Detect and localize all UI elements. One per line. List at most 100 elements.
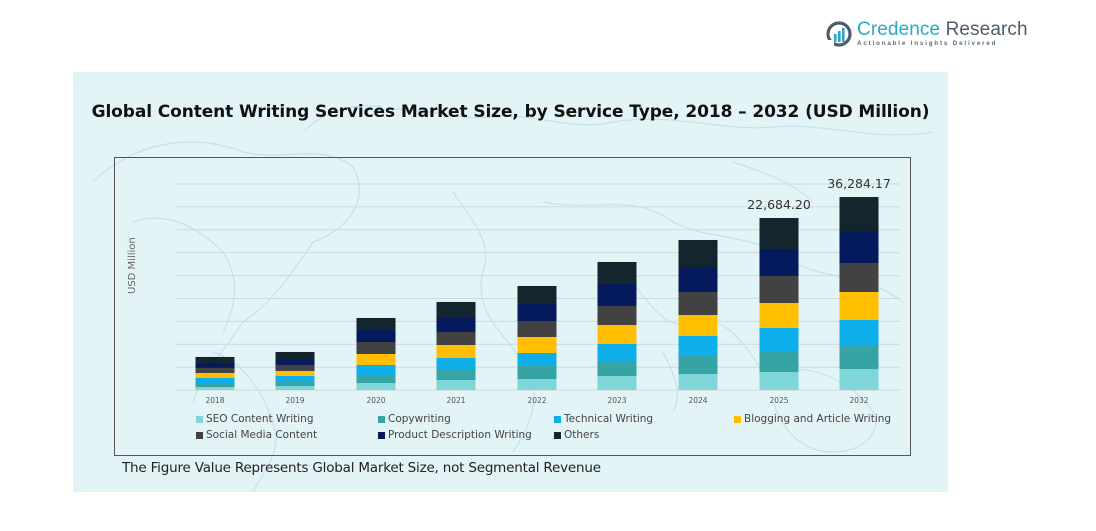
x-tick-label: 2024: [688, 396, 707, 405]
world-map-background: [92, 105, 934, 492]
legend-item: Others: [554, 429, 599, 441]
legend-item: Product Description Writing: [378, 429, 532, 441]
bar-segment-technical-writing-2022: [517, 352, 557, 366]
bar-segment-social-media-content-2021: [436, 331, 476, 345]
bar-segment-blogging-and-article-writing-2023: [597, 324, 637, 344]
bar-segment-product-description-writing-2024: [678, 266, 718, 292]
bar-segment-technical-writing-2018: [195, 377, 235, 383]
bar-segment-blogging-and-article-writing-2020: [356, 353, 396, 366]
bar-segment-blogging-and-article-writing-2032: [839, 291, 879, 320]
bar-segment-product-description-writing-2021: [436, 316, 476, 332]
bar-segment-blogging-and-article-writing-2021: [436, 344, 476, 358]
bar-segment-technical-writing-2020: [356, 365, 396, 376]
bar-segment-technical-writing-2021: [436, 357, 476, 370]
bar-segment-product-description-writing-2025: [759, 248, 799, 276]
bar-segment-seo-content-writing-2023: [597, 375, 637, 390]
legend-item: Technical Writing: [554, 413, 653, 425]
bar-segment-others-2025: [759, 217, 799, 249]
chart-panel: [73, 72, 948, 492]
legend-label: Technical Writing: [564, 413, 654, 425]
credence-research-logo: Credence Research Actionable Insights De…: [826, 18, 1028, 50]
bar-segment-others-2024: [678, 239, 718, 267]
bar-segment-social-media-content-2018: [195, 367, 235, 373]
bar-segment-product-description-writing-2032: [839, 230, 879, 263]
bar-segment-product-description-writing-2022: [517, 303, 557, 321]
bar-segment-seo-content-writing-2025: [759, 371, 799, 390]
bar-segment-others-2020: [356, 317, 396, 330]
legend-label: Blogging and Article Writing: [744, 413, 892, 425]
bar-segment-social-media-content-2023: [597, 305, 637, 325]
bar-chart-logo-icon: [826, 21, 852, 47]
bar-segment-seo-content-writing-2024: [678, 374, 718, 390]
bar-segment-others-2019: [275, 351, 315, 359]
legend-item: Copywriting: [378, 413, 451, 425]
bar-segment-copywriting-2024: [678, 356, 718, 375]
legend-label: Product Description Writing: [388, 429, 532, 441]
bar-segment-seo-content-writing-2022: [517, 378, 557, 390]
bar-segment-blogging-and-article-writing-2018: [195, 372, 235, 378]
legend-label: Others: [564, 429, 600, 441]
bar-segment-social-media-content-2025: [759, 275, 799, 303]
y-axis-label: USD Million: [127, 237, 138, 294]
legend-swatch: [378, 431, 385, 439]
legend-swatch: [554, 431, 561, 439]
bar-segment-seo-content-writing-2018: [195, 386, 235, 390]
bar-segment-product-description-writing-2018: [195, 362, 235, 368]
bar-segment-social-media-content-2019: [275, 364, 315, 371]
legend-item: Social Media Content: [196, 429, 317, 441]
bar-segment-copywriting-2021: [436, 369, 476, 380]
bar-segment-copywriting-2025: [759, 350, 799, 372]
bar-segment-product-description-writing-2023: [597, 283, 637, 306]
bar-segment-product-description-writing-2020: [356, 329, 396, 342]
chart-plot-area: [114, 157, 911, 456]
x-tick-label: 2020: [366, 396, 385, 405]
legend-label: Social Media Content: [206, 429, 318, 441]
bar-segment-copywriting-2032: [839, 345, 879, 369]
brand-name: Credence Research: [857, 19, 1028, 41]
footnote: The Figure Value Represents Global Marke…: [122, 460, 601, 476]
bar-segment-blogging-and-article-writing-2019: [275, 370, 315, 376]
x-tick-label: 2019: [285, 396, 304, 405]
bar-segment-social-media-content-2032: [839, 262, 879, 292]
legend-swatch: [196, 415, 203, 423]
x-tick-label: 2023: [607, 396, 626, 405]
legend-label: Copywriting: [388, 413, 451, 425]
x-tick-label: 2032: [849, 396, 868, 405]
bar-segment-blogging-and-article-writing-2022: [517, 336, 557, 353]
legend-item: Blogging and Article Writing: [734, 413, 891, 425]
x-tick-label: 2025: [769, 396, 788, 405]
bar-segment-copywriting-2022: [517, 365, 557, 379]
bar-segment-others-2023: [597, 261, 637, 284]
legend-swatch: [378, 415, 385, 423]
bar-segment-copywriting-2019: [275, 380, 315, 386]
x-tick-label: 2022: [527, 396, 546, 405]
bar-segment-others-2032: [839, 197, 879, 231]
bar-segment-seo-content-writing-2032: [839, 368, 879, 390]
bar-segment-blogging-and-article-writing-2025: [759, 302, 799, 328]
bar-total-label: 36,284.17: [827, 176, 891, 191]
bar-segment-copywriting-2023: [597, 360, 637, 376]
bar-segment-social-media-content-2024: [678, 291, 718, 315]
bar-segment-technical-writing-2019: [275, 375, 315, 381]
bar-segment-copywriting-2020: [356, 375, 396, 384]
legend-label: SEO Content Writing: [206, 413, 314, 425]
bar-total-label: 22,684.20: [747, 197, 811, 212]
legend-swatch: [734, 415, 741, 423]
bar-segment-others-2022: [517, 285, 557, 304]
bar-segment-technical-writing-2032: [839, 319, 879, 346]
legend-item: SEO Content Writing: [196, 413, 314, 425]
bar-segment-others-2021: [436, 301, 476, 317]
bar-segment-technical-writing-2023: [597, 343, 637, 361]
legend-swatch: [554, 415, 561, 423]
bar-segment-product-description-writing-2019: [275, 358, 315, 365]
bar-segment-social-media-content-2022: [517, 320, 557, 337]
bar-segment-seo-content-writing-2020: [356, 383, 396, 390]
brand-tagline: Actionable Insights Delivered: [857, 40, 998, 48]
bar-segment-technical-writing-2025: [759, 327, 799, 351]
bar-segment-social-media-content-2020: [356, 341, 396, 354]
x-tick-label: 2021: [446, 396, 465, 405]
bar-segment-copywriting-2018: [195, 382, 235, 387]
x-tick-label: 2018: [205, 396, 224, 405]
bar-segment-others-2018: [195, 356, 235, 363]
